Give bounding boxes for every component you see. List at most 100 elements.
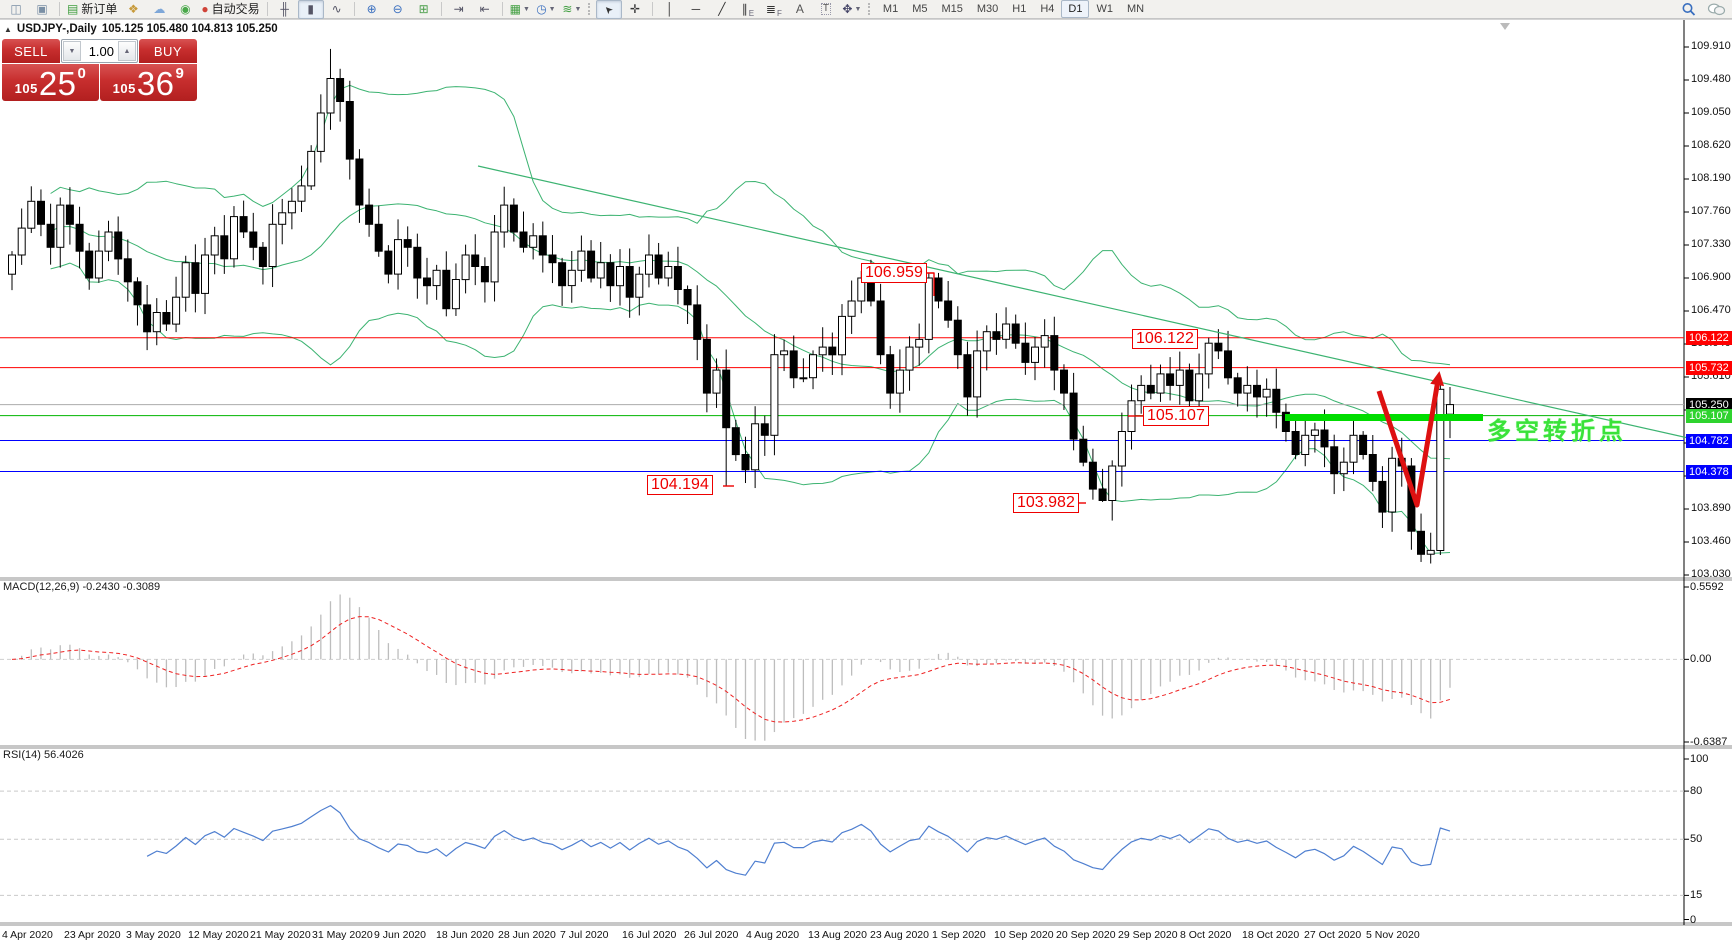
search-icon[interactable] [1681, 2, 1697, 17]
rsi-line [146, 805, 1451, 876]
tile-windows-icon: ⊞ [418, 2, 429, 16]
candlestick-chart-icon: ▮ [307, 2, 314, 16]
ask-pips: 36 [136, 65, 175, 102]
volume-decrease-button[interactable]: ▼ [63, 41, 81, 61]
tf-button-m5[interactable]: M5 [912, 3, 928, 15]
candlestick-chart-icon[interactable]: ▮ [297, 0, 324, 19]
sell-button[interactable]: SELL [2, 39, 60, 63]
buy-button[interactable]: BUY [139, 39, 197, 63]
macd-signal-line [11, 616, 1451, 723]
tf-button-d1[interactable]: D1 [1061, 0, 1090, 18]
tf-button-mn[interactable]: MN [1126, 3, 1145, 15]
trendline-object[interactable] [477, 165, 1707, 443]
history-window-icon: ▣ [36, 2, 48, 16]
signals-icon[interactable]: ◉ [172, 0, 198, 19]
periods-icon[interactable]: ◷ ▼ [536, 2, 556, 16]
indicators-icon: ≋ [562, 2, 573, 16]
charts-list-icon: ◫ [10, 2, 22, 16]
bid-integer: 105 [14, 81, 38, 96]
symbol-title: ▲ USDJPY-,Daily 105.125 105.480 104.813 … [4, 23, 278, 35]
pane-separator[interactable] [0, 577, 1732, 926]
bollinger-bands [50, 84, 1451, 554]
tile-windows-icon[interactable]: ⊞ [411, 0, 437, 19]
volume-stepper: ▼ ▲ [61, 39, 138, 63]
mql5-cloud-icon[interactable]: ☁ [146, 0, 172, 19]
bid-price-button[interactable]: 105 25 0 [2, 64, 99, 101]
volume-input[interactable] [82, 40, 117, 62]
templates-icon: ▦ [509, 2, 521, 16]
tf-button-h4[interactable]: H4 [1040, 3, 1055, 15]
volume-increase-button[interactable]: ▲ [118, 41, 136, 61]
tf-button-w1[interactable]: W1 [1096, 3, 1113, 15]
auto-scroll-icon: ⇥ [453, 2, 464, 16]
autotrading-icon-label: 自动交易 [211, 2, 260, 16]
autotrading-icon: ● [201, 2, 209, 16]
callout-connectors [723, 272, 1143, 504]
bar-chart-icon: ╫ [280, 2, 289, 16]
rsi-indicator-label: RSI(14) 56.4026 [3, 749, 84, 761]
symbol-name: USDJPY-,Daily [16, 23, 97, 35]
ask-integer: 105 [112, 81, 136, 96]
text-label-icon: T [820, 3, 831, 15]
horizontal-line-icon: ─ [691, 2, 701, 16]
megaphone-icon[interactable]: ❖ [120, 0, 146, 19]
trendline-icon: ╱ [718, 2, 726, 16]
ask-point: 9 [175, 65, 185, 82]
tf-button-m1[interactable]: M1 [882, 3, 899, 15]
equidistant-channel-icon[interactable]: ∥ E [741, 2, 755, 18]
chart-shift-icon[interactable]: ⇤ [472, 0, 498, 19]
trendline-icon[interactable]: ╱ [709, 0, 735, 19]
support-bar-object[interactable] [1285, 414, 1483, 421]
arrows-shapes-icon[interactable]: ✥ ▼ [842, 2, 862, 16]
crosshair-icon[interactable]: ✛ [622, 0, 648, 19]
cursor-icon: ➤ [601, 2, 616, 17]
horizontal-line-icon[interactable]: ─ [683, 0, 709, 19]
tf-button-h1[interactable]: H1 [1012, 3, 1027, 15]
trend-arrow-object[interactable] [1376, 371, 1445, 508]
fibonacci-icon[interactable]: ≣ F [765, 2, 782, 18]
zoom-in-icon: ⊕ [366, 2, 377, 16]
macd-histogram [21, 594, 1451, 741]
new-order-icon[interactable]: ▤ 新订单 [64, 0, 120, 19]
bid-point: 0 [77, 65, 87, 82]
signals-icon: ◉ [180, 2, 191, 16]
chart-shift-marker[interactable] [1500, 23, 1510, 30]
vertical-line-icon[interactable]: │ [657, 0, 683, 19]
macd-value-2: -0.3089 [122, 581, 161, 593]
history-window-icon[interactable]: ▣ [29, 0, 55, 19]
new-order-icon-label: 新订单 [81, 2, 118, 16]
equidistant-channel-icon: ∥ [741, 2, 748, 16]
text-icon: A [795, 2, 804, 16]
templates-icon[interactable]: ▦ ▼ [509, 2, 530, 16]
ask-price-button[interactable]: 105 36 9 [100, 64, 197, 101]
text-icon[interactable]: A [787, 0, 813, 19]
line-chart-icon: ∿ [331, 2, 342, 16]
zoom-out-icon[interactable]: ⊖ [385, 0, 411, 19]
tf-button-m15[interactable]: M15 [941, 3, 963, 15]
zoom-in-icon[interactable]: ⊕ [359, 0, 385, 19]
indicators-icon[interactable]: ≋ ▼ [562, 2, 582, 16]
arrows-shapes-icon: ✥ [842, 2, 853, 16]
rsi-value: 56.4026 [43, 749, 84, 761]
new-order-icon: ▤ [67, 2, 79, 16]
autotrading-icon[interactable]: ● 自动交易 [198, 0, 262, 19]
charts-list-icon[interactable]: ◫ [3, 0, 29, 19]
auto-scroll-icon[interactable]: ⇥ [446, 0, 472, 19]
crosshair-icon: ✛ [629, 2, 640, 16]
periods-icon: ◷ [536, 2, 547, 16]
bar-chart-icon[interactable]: ╫ [272, 0, 298, 19]
symbol-ohlc: 105.125 105.480 104.813 105.250 [101, 23, 278, 35]
chart-shift-icon: ⇤ [479, 2, 490, 16]
toolbar: ◫ ▣ ▤ 新订单 ❖ ☁ ◉ ● 自动交易 ╫ ▮ ∿ ⊕ ⊖ ⊞ ⇥ ⇤ ▦ ▼ ◷ ▼ ≋ ▼ ➤ ✛ │ ─ ╱ ∥ E ≣ F A T ✥… [0, 0, 1732, 19]
tf-button-m30[interactable]: M30 [976, 3, 999, 15]
cursor-icon[interactable]: ➤ [595, 0, 622, 19]
mql5-cloud-icon: ☁ [153, 2, 166, 16]
symbol-expand-icon[interactable]: ▲ [4, 24, 12, 34]
fibonacci-icon: ≣ [765, 2, 776, 16]
line-chart-icon[interactable]: ∿ [324, 0, 350, 19]
megaphone-icon: ❖ [127, 2, 139, 16]
macd-value-1: -0.2430 [82, 581, 120, 593]
chat-icon[interactable] [1707, 2, 1726, 17]
text-label-icon[interactable]: T [813, 0, 839, 19]
